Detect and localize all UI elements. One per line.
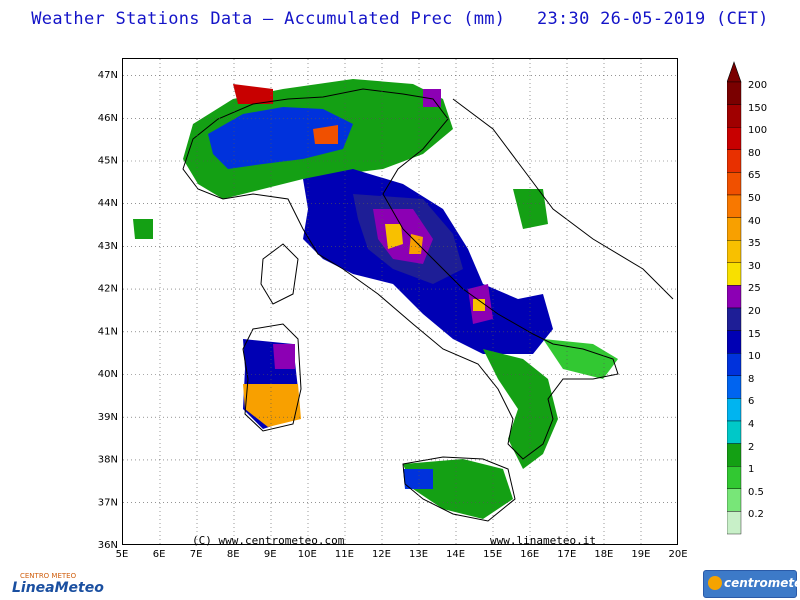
lon-tick-label: 17E	[557, 549, 576, 560]
lon-tick-label: 13E	[409, 549, 428, 560]
legend-swatch	[727, 194, 742, 218]
lat-tick-label: 42N	[98, 284, 118, 295]
legend-swatch	[727, 172, 742, 196]
coastline	[182, 88, 674, 522]
lineameteo-logo: CENTRO METEO LineaMeteo	[6, 568, 104, 600]
legend-level-label: 0.5	[748, 486, 764, 498]
legend-swatch	[727, 398, 742, 422]
lat-tick-label: 47N	[98, 70, 118, 81]
legend-level-label: 8	[748, 373, 755, 385]
legend-level-label: 35	[748, 238, 761, 250]
legend-level-label: 65	[748, 170, 761, 182]
map-canvas	[123, 59, 679, 546]
logo-right-text: centrometeo	[724, 576, 800, 590]
legend-level-label: 20	[748, 306, 761, 317]
legend-swatch	[727, 443, 742, 467]
legend-swatch	[727, 81, 742, 105]
legend-level-label: 150	[748, 102, 768, 114]
legend-swatch	[727, 239, 742, 263]
lon-tick-label: 20E	[668, 549, 687, 560]
legend-level-label: 10	[748, 351, 761, 363]
lat-tick-label: 46N	[98, 113, 118, 124]
lat-tick-label: 37N	[98, 497, 118, 508]
lon-tick-label: 7E	[190, 549, 203, 560]
legend-level-label: 25	[748, 283, 761, 295]
lat-tick-label: 38N	[98, 455, 118, 466]
legend-swatch	[727, 420, 742, 444]
lat-tick-label: 45N	[98, 156, 118, 167]
credit-centrometeo: (C) www.centrometeo.com	[192, 534, 345, 547]
precipitation-map	[122, 58, 679, 546]
legend-swatch	[727, 375, 742, 399]
legend-swatch	[727, 353, 742, 377]
legend-swatch	[727, 217, 742, 241]
legend-level-label: 1	[748, 464, 755, 476]
lat-tick-label: 43N	[98, 241, 118, 252]
legend-level-label: 100	[748, 125, 768, 137]
graticule	[123, 59, 679, 546]
color-legend	[727, 61, 742, 535]
legend-swatch	[727, 126, 742, 150]
lon-tick-label: 8E	[227, 549, 240, 560]
precip-field	[133, 79, 618, 519]
lon-tick-label: 6E	[153, 549, 166, 560]
lat-tick-label: 39N	[98, 412, 118, 423]
lon-tick-label: 16E	[520, 549, 539, 560]
lat-tick-label: 40N	[98, 369, 118, 380]
legend-swatch	[727, 488, 742, 512]
map-title: Weather Stations Data — Accumulated Prec…	[31, 9, 769, 29]
logo-left-main-text: LineaMeteo	[12, 580, 104, 596]
legend-swatch	[727, 307, 742, 331]
lon-tick-label: 12E	[372, 549, 391, 560]
legend-level-label: 4	[748, 419, 755, 430]
legend-level-label: 40	[748, 215, 761, 227]
legend-swatch	[727, 466, 742, 490]
lon-tick-label: 19E	[631, 549, 650, 560]
lon-tick-label: 14E	[446, 549, 465, 560]
lon-tick-label: 5E	[116, 549, 129, 560]
legend-level-label: 80	[748, 147, 761, 159]
legend-swatch	[727, 285, 742, 309]
lat-tick-label: 41N	[98, 326, 118, 337]
lon-tick-label: 11E	[335, 549, 354, 560]
lon-tick-label: 9E	[264, 549, 277, 560]
legend-level-label: 2	[748, 441, 755, 453]
legend-level-label: 50	[748, 193, 761, 204]
legend-arrow-top	[727, 61, 742, 83]
legend-level-label: 200	[748, 80, 768, 91]
legend-level-label: 0.2	[748, 509, 764, 521]
logo-left-top-text: CENTRO METEO	[20, 572, 77, 580]
sun-icon	[708, 576, 722, 590]
lat-tick-label: 36N	[98, 540, 118, 551]
legend-level-label: 15	[748, 328, 761, 340]
lon-tick-label: 15E	[483, 549, 502, 560]
lat-tick-label: 44N	[98, 198, 118, 209]
centrometeo-logo: centrometeo	[703, 570, 800, 598]
legend-swatch	[727, 511, 742, 535]
lon-tick-label: 18E	[594, 549, 613, 560]
legend-swatch	[727, 262, 742, 286]
credit-lineameteo: www.linameteo.it	[490, 534, 596, 547]
legend-swatch	[727, 104, 742, 128]
legend-swatch	[727, 330, 742, 354]
legend-level-label: 6	[748, 396, 755, 408]
lon-tick-label: 10E	[298, 549, 317, 560]
legend-level-label: 30	[748, 260, 761, 272]
legend-swatch	[727, 149, 742, 173]
